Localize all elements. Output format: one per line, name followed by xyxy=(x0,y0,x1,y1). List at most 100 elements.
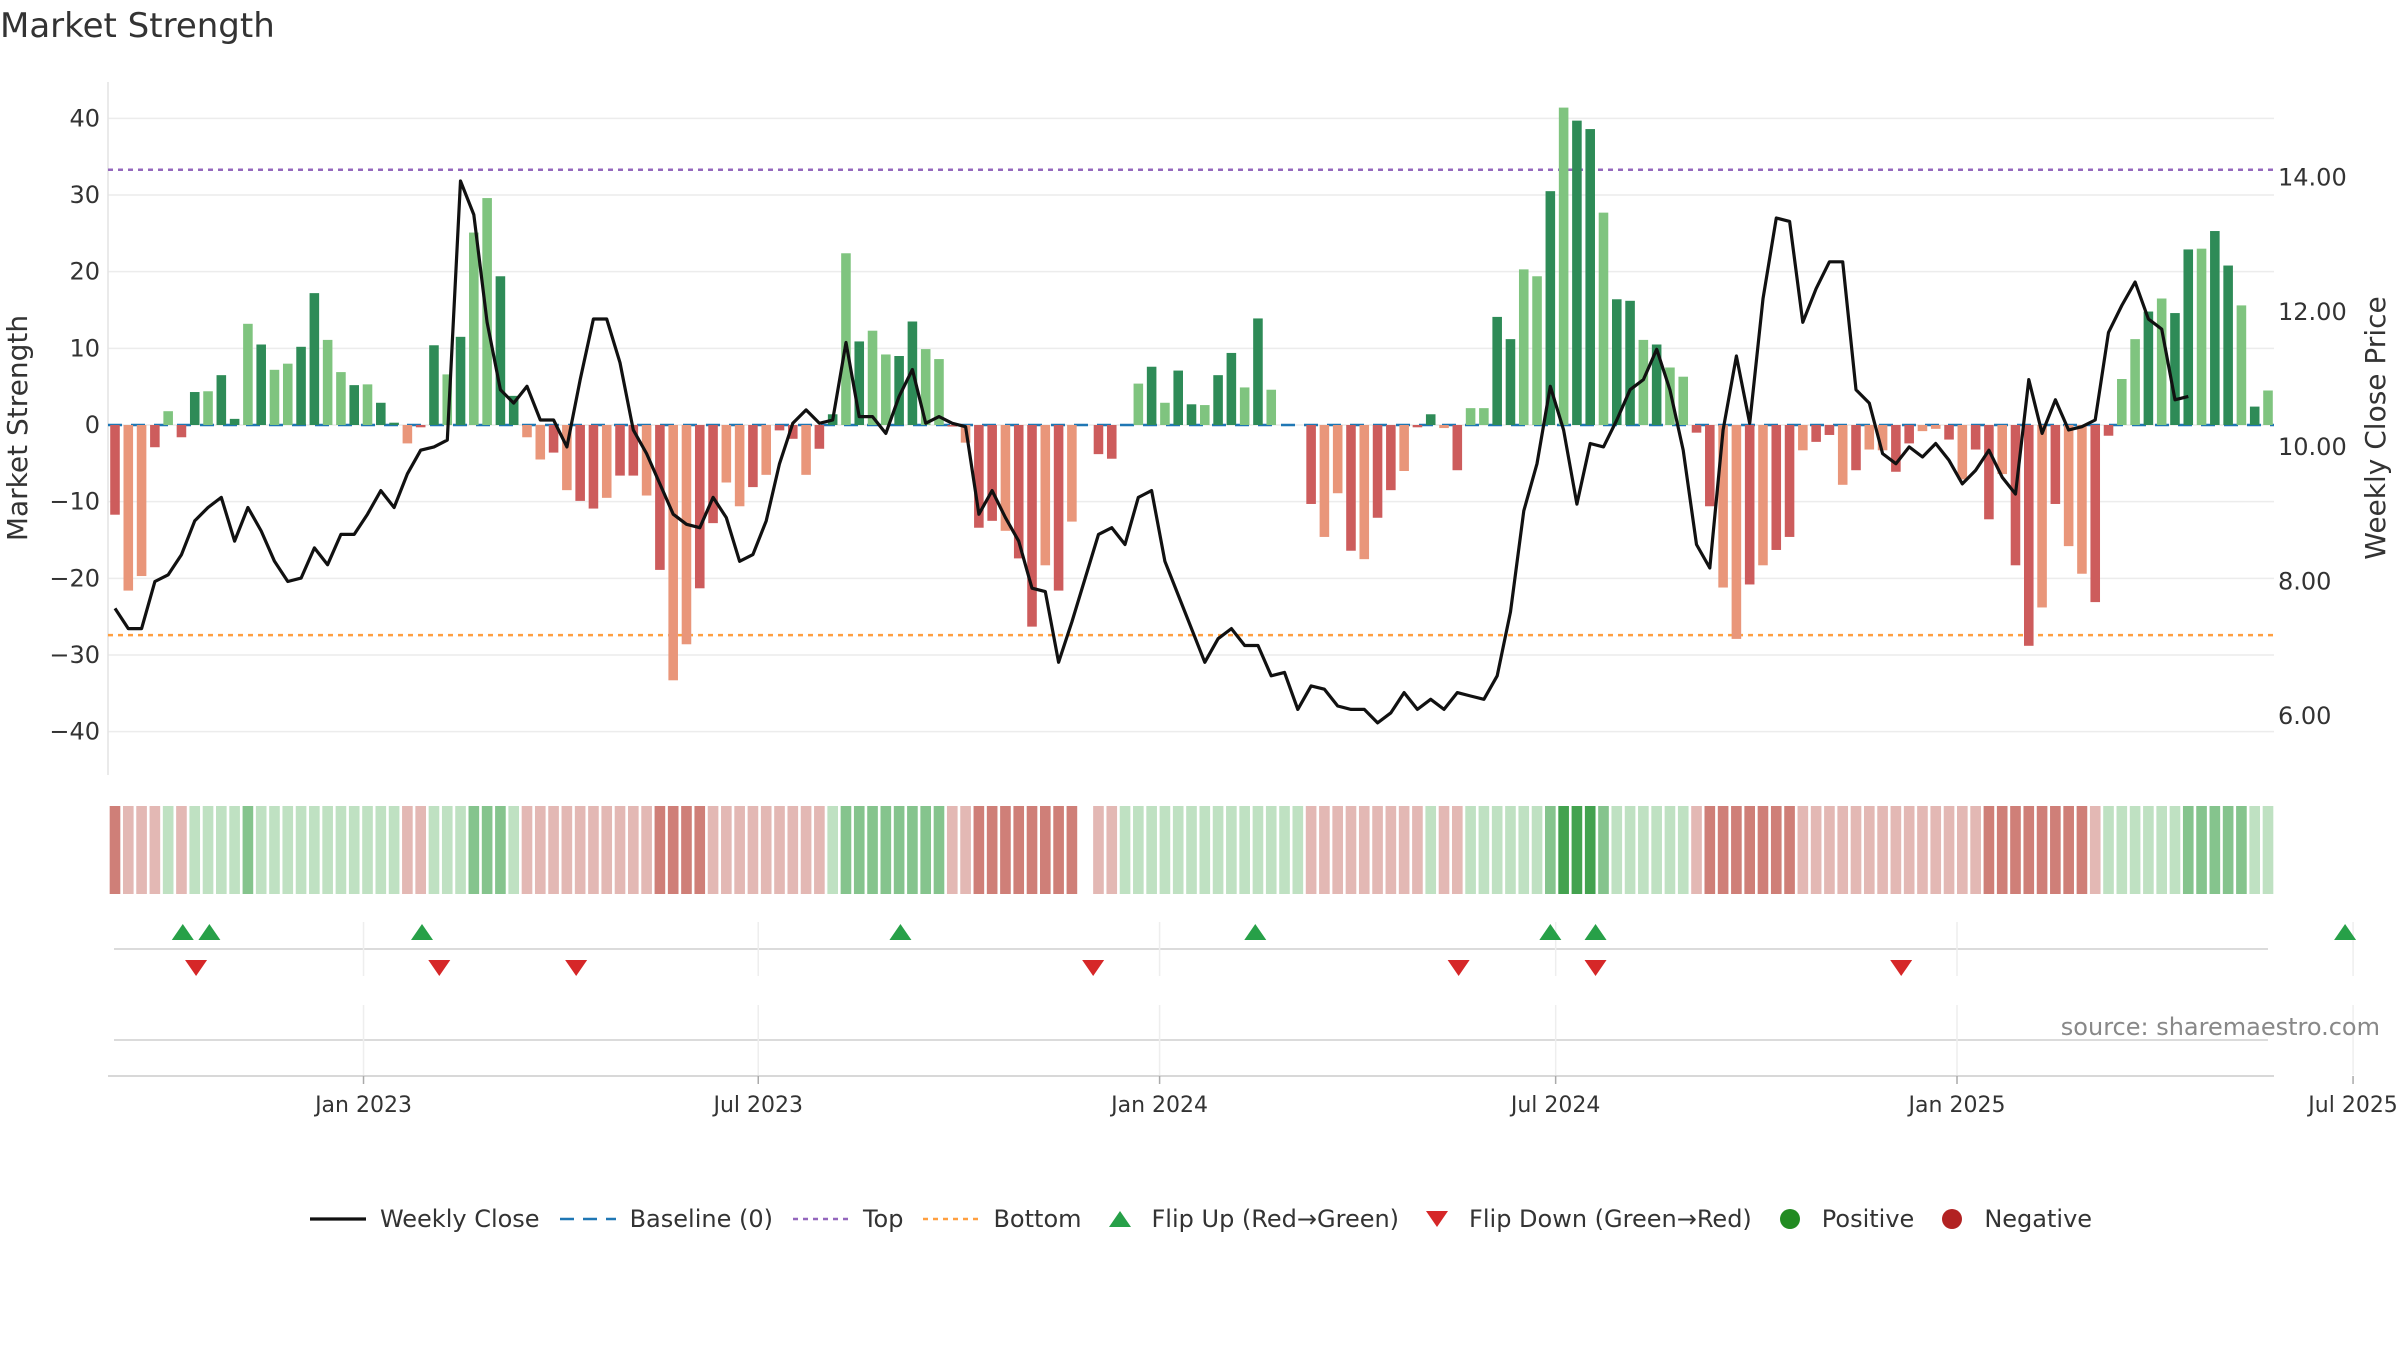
strength-bar xyxy=(1718,425,1728,588)
heat-band-cell xyxy=(2169,806,2181,894)
heat-band-cell xyxy=(1903,806,1915,894)
strength-bar xyxy=(176,425,187,438)
legend-label: Weekly Close xyxy=(379,1205,540,1233)
flip-up-marker xyxy=(198,924,221,940)
heat-band-cell xyxy=(814,806,825,894)
heat-band-cell xyxy=(2023,806,2035,894)
heat-band-cell xyxy=(1119,806,1131,894)
heat-band-cell xyxy=(1957,806,1968,894)
strength-bar xyxy=(442,374,453,425)
heat-band-cell xyxy=(1943,806,1955,894)
heat-band-cell xyxy=(2249,806,2261,894)
strength-bar xyxy=(1824,425,1835,435)
strength-bar xyxy=(296,346,306,425)
heat-band-cell xyxy=(548,806,559,894)
heat-band-cell xyxy=(561,806,573,894)
chart-title: Market Strength xyxy=(0,6,275,46)
strength-bar xyxy=(415,425,426,428)
strength-bar xyxy=(1067,425,1077,522)
heat-band-cell xyxy=(827,806,838,894)
strength-bar xyxy=(708,425,718,524)
strength-bar xyxy=(349,385,360,425)
strength-bar xyxy=(1598,212,1609,425)
heat-band-cell xyxy=(1598,806,1609,894)
legend-label: Negative xyxy=(1984,1205,2093,1233)
strength-bar xyxy=(974,425,984,528)
heat-band-cell xyxy=(162,806,174,894)
strength-bar xyxy=(734,425,745,507)
strength-bar xyxy=(1492,316,1502,425)
heat-band-cell xyxy=(1996,806,2008,894)
heat-band-cell xyxy=(1983,806,1995,894)
heat-band-cell xyxy=(1850,806,1862,894)
strength-bar xyxy=(163,411,173,425)
strength-bar xyxy=(1200,405,1210,425)
x-tick-label: Jul 2025 xyxy=(2306,1093,2398,1118)
strength-bar xyxy=(1213,375,1223,425)
strength-bar xyxy=(1359,425,1370,560)
x-tick-label: Jan 2025 xyxy=(1907,1093,2006,1118)
strength-bar xyxy=(1625,300,1635,425)
heat-band-cell xyxy=(1624,806,1636,894)
strength-bar xyxy=(1877,425,1888,451)
x-tick-label: Jan 2023 xyxy=(313,1093,412,1118)
strength-bar xyxy=(1837,425,1848,485)
strength-bar xyxy=(748,425,758,488)
strength-bar xyxy=(947,425,958,427)
heat-band-cell xyxy=(2129,806,2141,894)
heat-band-cell xyxy=(1358,806,1370,894)
strength-bar xyxy=(1930,425,1941,429)
strength-bar xyxy=(2037,425,2047,608)
heat-band-cell xyxy=(428,806,440,894)
heat-band-cell xyxy=(1930,806,1942,894)
circle-icon xyxy=(1770,1207,1810,1231)
heat-band-cell xyxy=(1265,806,1277,894)
heat-band-cell xyxy=(721,806,732,894)
heat-band-cell xyxy=(1757,806,1769,894)
heat-band-cell xyxy=(2222,806,2234,894)
heat-band-cell xyxy=(1332,806,1344,894)
strength-bar xyxy=(1386,425,1396,491)
heat-band-cell xyxy=(1106,806,1118,894)
strength-bar xyxy=(1984,425,1994,520)
strength-bar xyxy=(1811,425,1821,442)
heat-band-cell xyxy=(1026,806,1038,894)
flip-down-marker xyxy=(1447,960,1470,976)
strength-bar xyxy=(1798,425,1808,451)
y-tick-label: 20 xyxy=(69,258,100,286)
strength-bar xyxy=(402,425,413,444)
y2-axis-label: Weekly Close Price xyxy=(2359,296,2392,559)
strength-bar xyxy=(2117,379,2127,425)
strength-bar xyxy=(1651,344,1662,425)
strength-bar xyxy=(1253,318,1263,425)
heat-band-cell xyxy=(1292,806,1304,894)
heat-band-cell xyxy=(627,806,639,894)
heat-band-cell xyxy=(1305,806,1317,894)
heat-band-cell xyxy=(1691,806,1702,894)
heat-band-cell xyxy=(2063,806,2074,894)
legend-item: Bottom xyxy=(921,1205,1082,1233)
strength-bar xyxy=(1093,425,1104,455)
strength-bar xyxy=(1691,425,1702,433)
strength-bar xyxy=(1399,425,1409,471)
heat-band-cell xyxy=(1398,806,1410,894)
strength-bar xyxy=(2263,390,2273,425)
heat-band-cell xyxy=(1531,806,1543,894)
strength-bar xyxy=(841,253,851,425)
heat-band-cell xyxy=(1412,806,1423,894)
flip-up-marker xyxy=(1584,924,1607,940)
strength-bar xyxy=(1106,425,1117,459)
heat-band-cell xyxy=(1345,806,1357,894)
strength-bar xyxy=(814,425,825,449)
y2-tick-label: 6.00 xyxy=(2278,702,2331,730)
strength-bar xyxy=(1133,383,1144,425)
y-tick-label: 0 xyxy=(85,411,100,439)
strength-bar xyxy=(2223,265,2233,425)
heat-band-cell xyxy=(1611,806,1623,894)
triangle-up-icon xyxy=(1100,1207,1140,1231)
heat-band-cell xyxy=(149,806,161,894)
heat-band-cell xyxy=(1279,806,1290,894)
strength-bar xyxy=(1917,425,1928,432)
flip-up-marker xyxy=(889,924,912,940)
strength-bar xyxy=(1864,425,1875,450)
